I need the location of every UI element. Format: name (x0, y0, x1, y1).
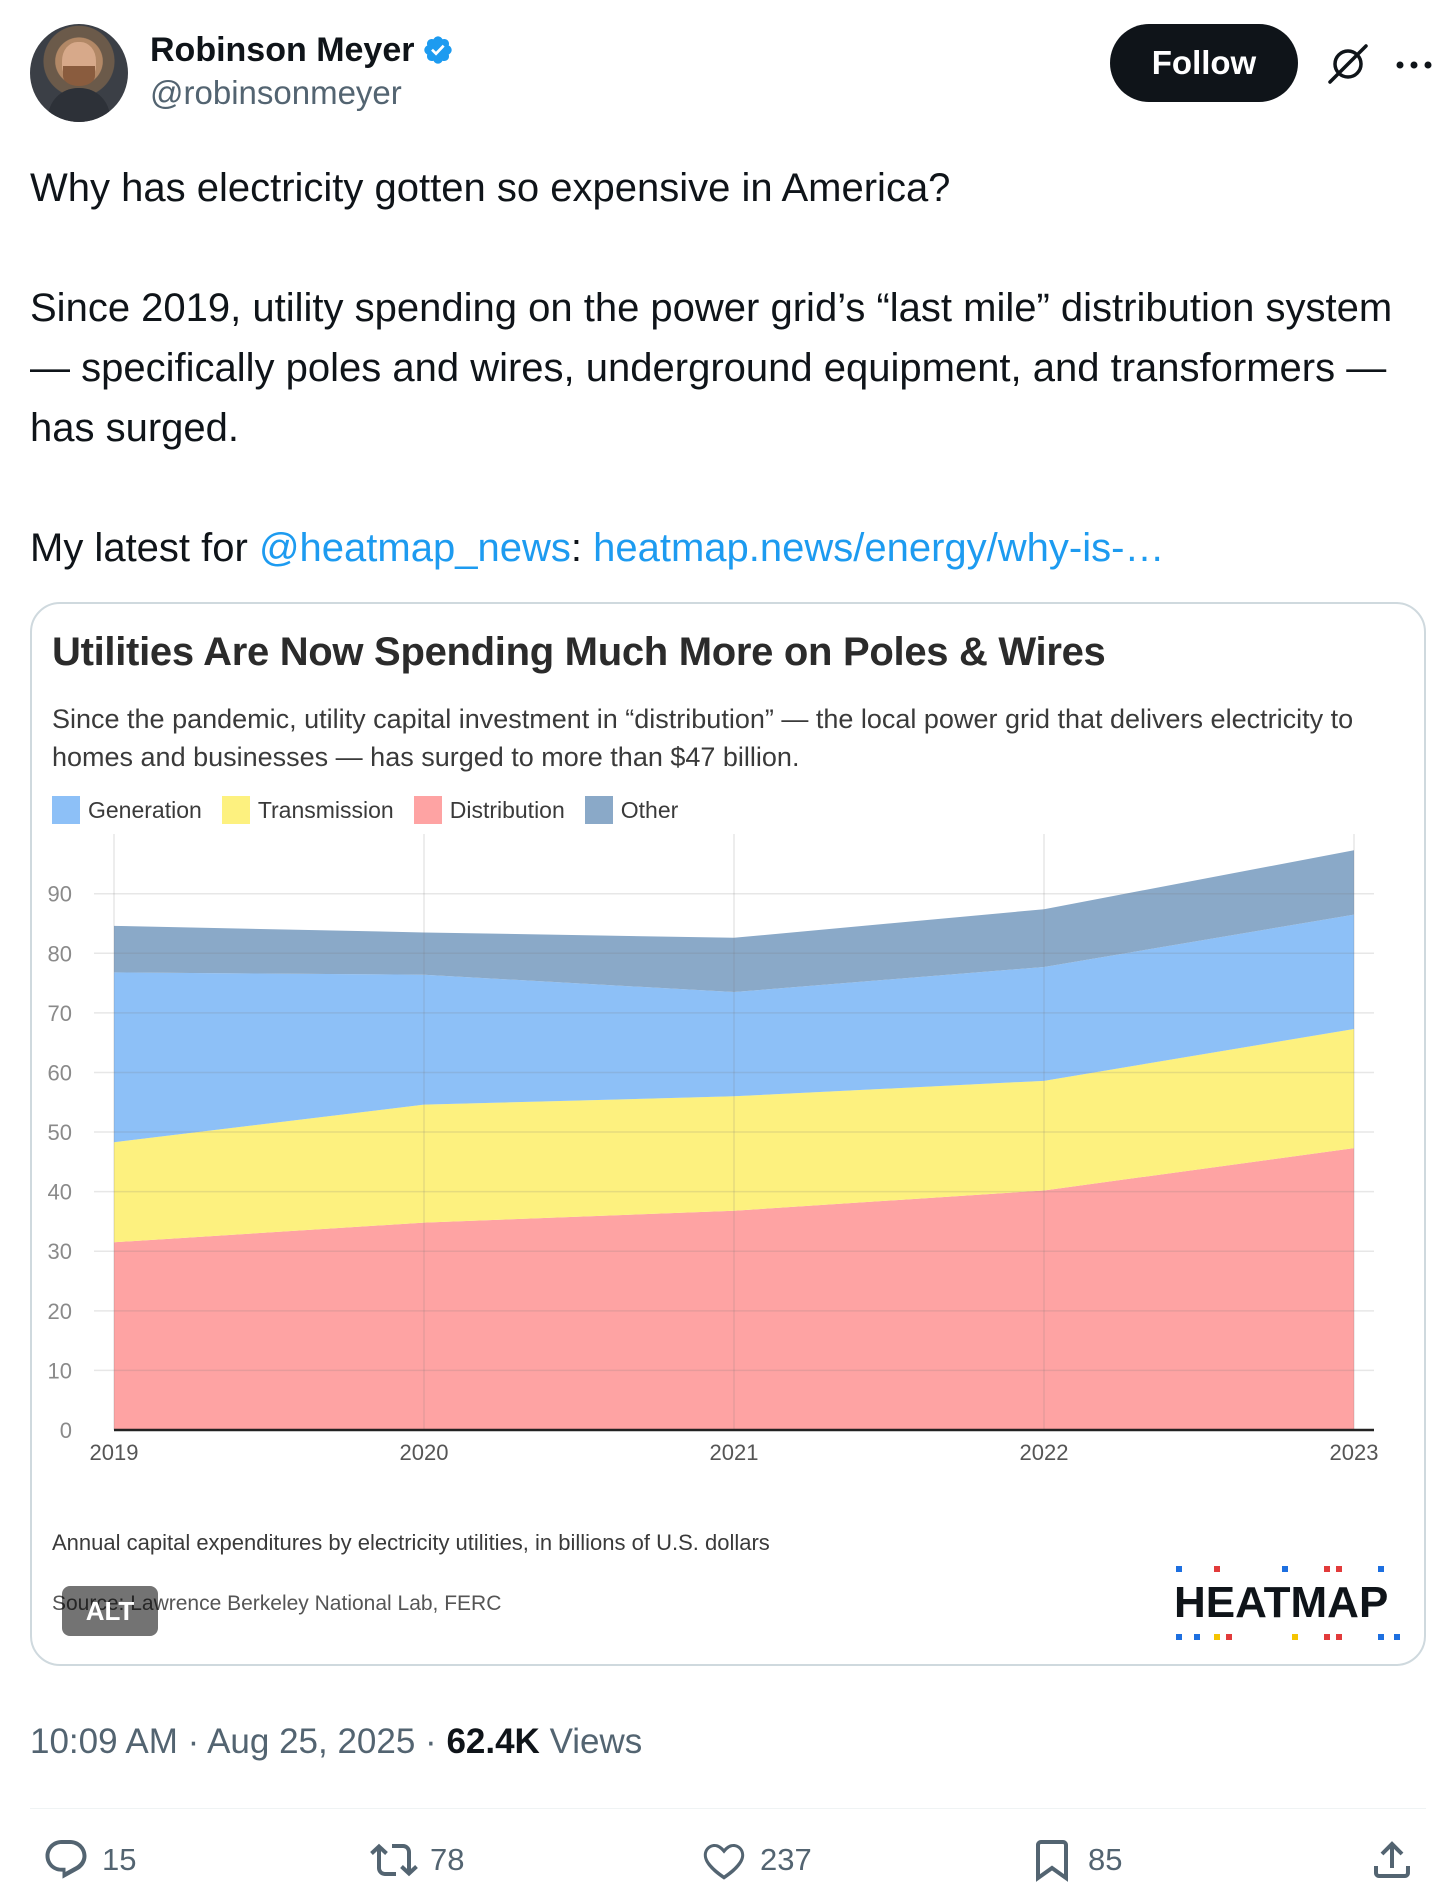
y-tick-label: 50 (48, 1120, 72, 1145)
share-icon (1374, 1841, 1410, 1878)
y-tick-label: 90 (48, 882, 72, 907)
area-chart: 0 10 20 30 40 50 60 70 80 90 2019 2020 2021 2022 2023 (48, 834, 1379, 1465)
author-name-row: Robinson Meyer (150, 28, 454, 72)
x-tick-label: 2020 (400, 1440, 449, 1465)
tweet-text: Why has electricity gotten so expensive … (30, 158, 1420, 578)
tweet-meta: 10:09 AM · Aug 25, 2025 · 62.4K Views (30, 1722, 642, 1762)
legend-item-other: Other (584, 796, 679, 824)
x-tick-label: 2023 (1330, 1440, 1379, 1465)
follow-button[interactable]: Follow (1110, 24, 1298, 102)
meta-separator-1: · (177, 1722, 208, 1761)
reply-icon (45, 1840, 87, 1879)
tweet-header: Robinson Meyer @robinsonmeyer Follow (30, 24, 1432, 124)
chart-subtitle: Since the pandemic, utility capital inve… (52, 704, 1354, 772)
views-label: Views (539, 1722, 643, 1761)
y-tick-label: 60 (48, 1060, 72, 1085)
y-tick-label: 40 (48, 1180, 72, 1205)
legend-label-transmission: Transmission (257, 796, 394, 823)
share-button[interactable] (1368, 1836, 1416, 1884)
display-name[interactable]: Robinson Meyer (150, 30, 415, 69)
chart-title: Utilities Are Now Spending Much More on … (52, 630, 1106, 674)
legend-label-other: Other (620, 796, 679, 823)
tweet-time[interactable]: 10:09 AM (30, 1722, 178, 1761)
reply-count: 15 (102, 1842, 137, 1877)
y-tick-label: 0 (60, 1418, 72, 1443)
bookmark-count: 85 (1088, 1842, 1123, 1877)
area-generation (114, 914, 1354, 1143)
legend-swatch-transmission (221, 796, 250, 824)
heatmap-logo-dots (1176, 1566, 1400, 1640)
divider (30, 1808, 1426, 1809)
article-link[interactable]: heatmap.news/energy/why-is-… (593, 526, 1165, 570)
meta-separator-2: · (415, 1722, 447, 1761)
legend-item-transmission: Transmission (221, 796, 394, 824)
area-distribution (114, 1148, 1354, 1430)
grok-icon[interactable] (1324, 40, 1372, 88)
tweet-date[interactable]: Aug 25, 2025 (207, 1722, 416, 1761)
bookmark-icon (1036, 1840, 1068, 1882)
heatmap-wordmark: HEATMAP (1174, 1578, 1389, 1627)
repost-icon (370, 1843, 418, 1877)
y-tick-label: 20 (48, 1299, 72, 1324)
legend-item-generation: Generation (52, 796, 202, 824)
alt-badge[interactable]: ALT (62, 1586, 158, 1636)
chart-source: Source: Lawrence Berkeley National Lab, … (52, 1592, 502, 1615)
legend-swatch-generation (52, 796, 80, 824)
tweet-paragraph-3: My latest for @heatmap_news: heatmap.new… (30, 518, 1420, 578)
legend-swatch-distribution (413, 796, 442, 824)
chart-legend: Generation Transmission Distribution Oth… (52, 796, 678, 824)
legend-label-distribution: Distribution (449, 796, 565, 823)
action-bar: 15 78 237 85 (30, 1836, 1426, 1896)
area-other (114, 850, 1354, 993)
tweet-line-1: Why has electricity gotten so expensive … (30, 166, 951, 210)
paragraph-3-prefix: My latest for (30, 526, 259, 570)
avatar[interactable] (30, 24, 128, 122)
legend-swatch-other (584, 796, 613, 824)
verified-badge-icon[interactable] (422, 34, 454, 66)
x-tick-label: 2022 (1020, 1440, 1069, 1465)
x-tick-label: 2021 (710, 1440, 759, 1465)
y-tick-label: 80 (48, 941, 72, 966)
tweet-paragraph-2: Since 2019, utility spending on the powe… (30, 286, 1393, 450)
bookmark-button[interactable]: 85 (1028, 1836, 1122, 1884)
y-tick-label: 30 (48, 1239, 72, 1264)
author-handle[interactable]: @robinsonmeyer (150, 74, 402, 111)
paragraph-3-separator: : (570, 526, 594, 570)
author-block[interactable]: Robinson Meyer @robinsonmeyer (150, 28, 454, 112)
heart-icon (703, 1844, 745, 1880)
more-options-icon[interactable] (1392, 50, 1436, 80)
like-count: 237 (760, 1842, 812, 1877)
reply-button[interactable]: 15 (42, 1836, 136, 1884)
like-button[interactable]: 237 (700, 1836, 812, 1884)
legend-item-distribution: Distribution (413, 796, 565, 824)
x-tick-label: 2019 (90, 1440, 139, 1465)
area-transmission (114, 1028, 1354, 1243)
media-image[interactable]: Utilities Are Now Spending Much More on … (30, 602, 1426, 1666)
repost-button[interactable]: 78 (370, 1836, 464, 1884)
heatmap-logo: HEATMAP (1174, 1564, 1404, 1644)
chart-note: Annual capital expenditures by electrici… (52, 1530, 770, 1555)
mention-link[interactable]: @heatmap_news (258, 526, 571, 570)
repost-count: 78 (430, 1842, 465, 1877)
legend-label-generation: Generation (88, 796, 202, 823)
y-tick-label: 10 (48, 1358, 72, 1383)
y-tick-label: 70 (48, 1001, 72, 1026)
views-count: 62.4K (446, 1722, 540, 1761)
